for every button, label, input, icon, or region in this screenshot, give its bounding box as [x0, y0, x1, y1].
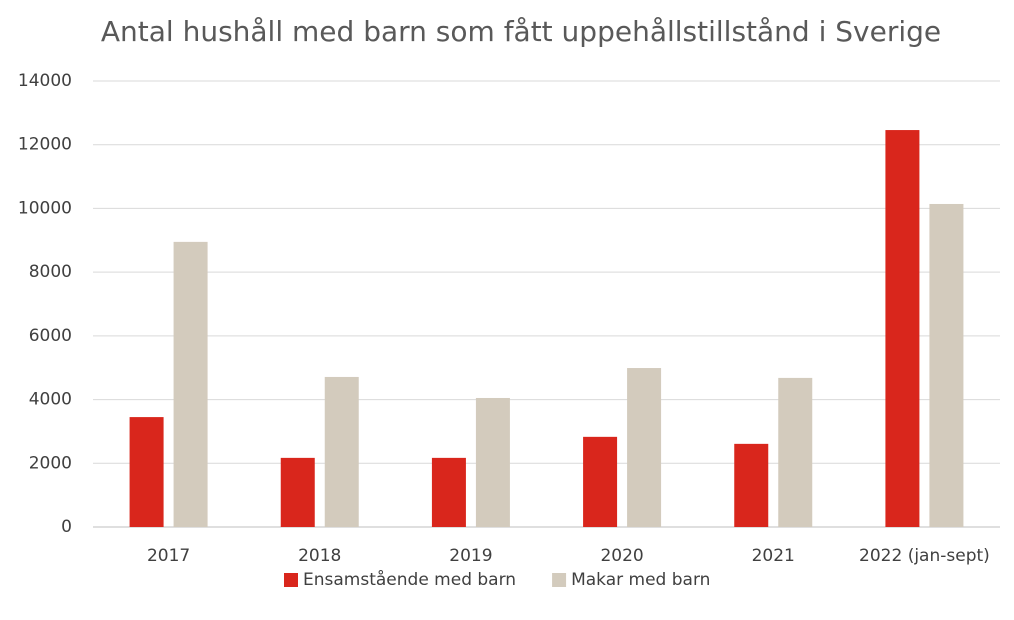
y-tick-label: 2000 [29, 453, 72, 473]
legend-label: Makar med barn [571, 570, 710, 590]
x-tick-label: 2022 (jan-sept) [859, 546, 990, 566]
bar [734, 443, 769, 527]
y-tick-label: 0 [61, 517, 72, 537]
x-tick-label: 2018 [298, 546, 341, 566]
y-tick-label: 6000 [29, 326, 72, 346]
bar [475, 397, 510, 527]
x-tick-label: 2021 [752, 546, 795, 566]
y-tick-label: 12000 [18, 135, 72, 155]
bar [324, 376, 359, 527]
y-tick-label: 4000 [29, 390, 72, 410]
x-tick-label: 2017 [147, 546, 190, 566]
bar [173, 241, 208, 527]
bar [778, 377, 813, 527]
x-tick-label: 2020 [600, 546, 643, 566]
bar [627, 368, 662, 527]
bar [885, 130, 920, 527]
bar [583, 436, 618, 527]
bar [129, 417, 164, 527]
legend-swatch [284, 573, 298, 587]
bar [431, 457, 466, 527]
bar [929, 203, 964, 527]
y-tick-label: 10000 [18, 198, 72, 218]
x-tick-label: 2019 [449, 546, 492, 566]
y-tick-label: 8000 [29, 262, 72, 282]
legend-swatch [552, 573, 567, 587]
bar [280, 457, 315, 527]
chart-title: Antal hushåll med barn som fått uppehåll… [101, 15, 941, 48]
legend-label: Ensamstående med barn [303, 569, 516, 590]
y-tick-label: 14000 [18, 71, 72, 91]
